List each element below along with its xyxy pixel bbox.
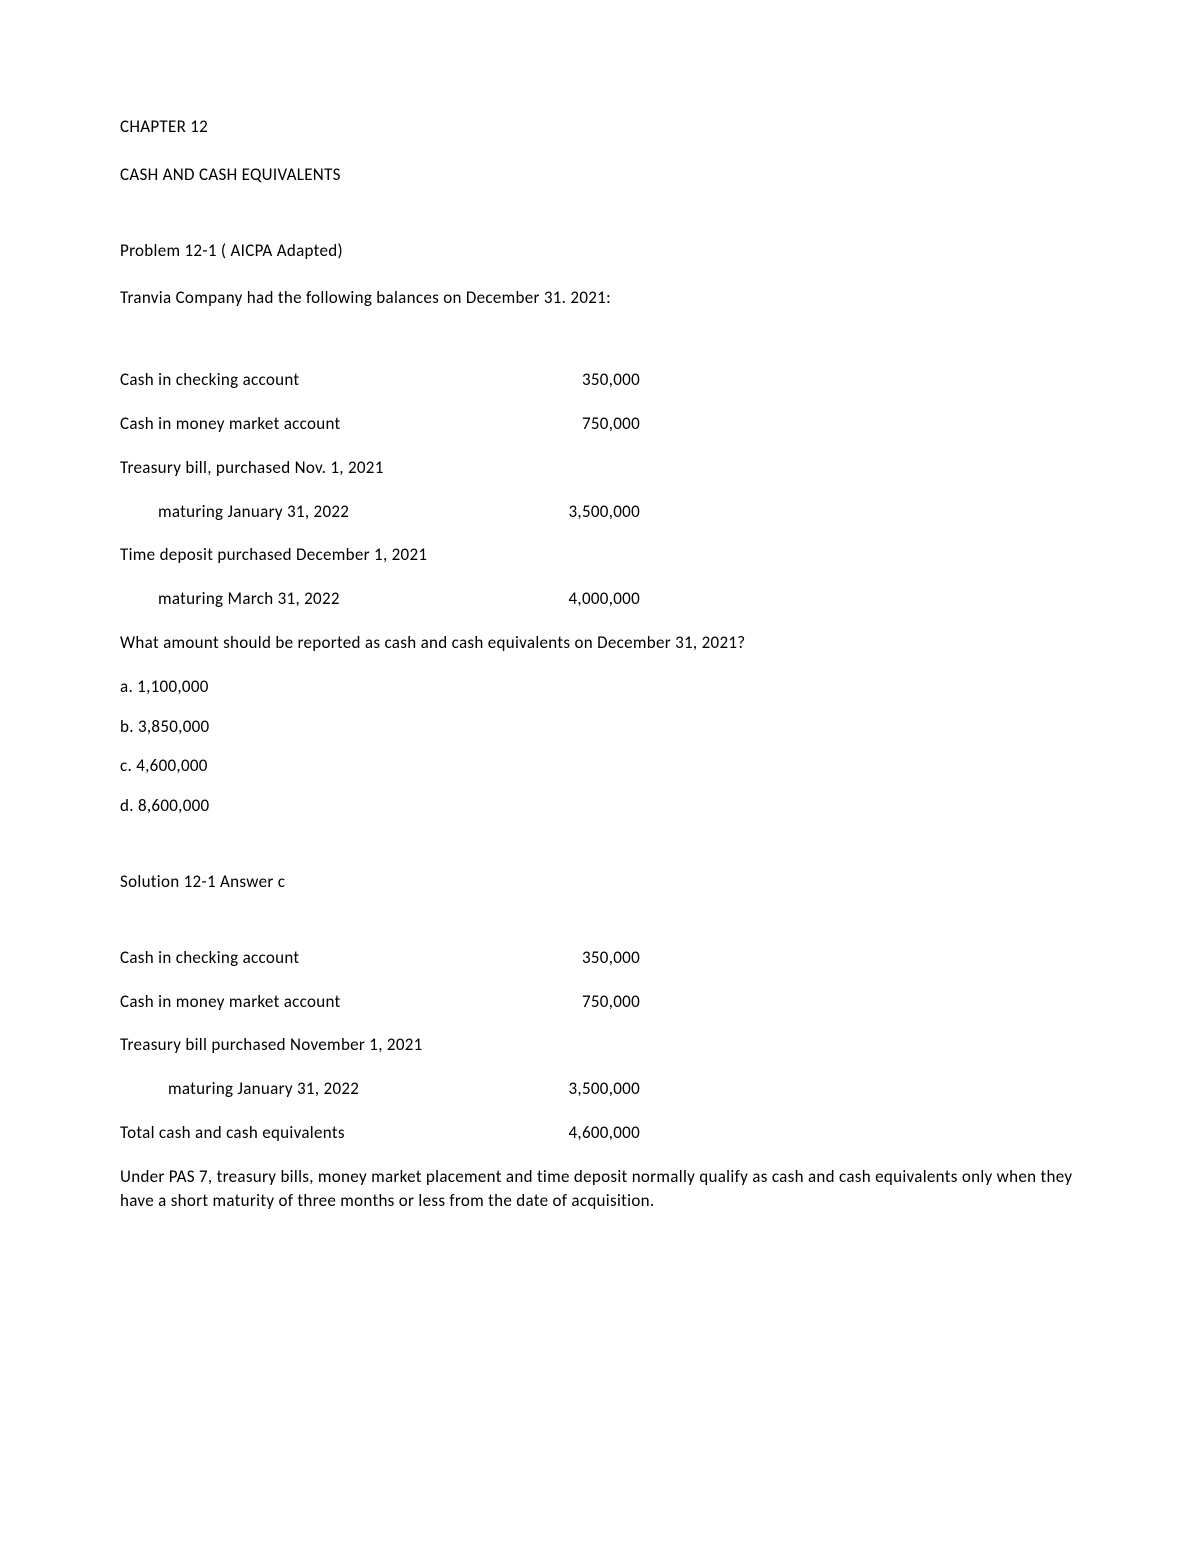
row-value: 750,000 xyxy=(530,990,640,1014)
table-row: maturing January 31, 2022 3,500,000 xyxy=(120,1077,1080,1101)
problem-intro: Tranvia Company had the following balanc… xyxy=(120,286,1080,310)
row-label: Cash in checking account xyxy=(120,946,530,970)
table-row: Cash in checking account 350,000 xyxy=(120,946,1080,970)
table-row: maturing January 31, 2022 3,500,000 xyxy=(120,500,1080,524)
row-value xyxy=(530,1033,640,1057)
row-label: maturing January 31, 2022 xyxy=(120,1077,530,1101)
row-label: Time deposit purchased December 1, 2021 xyxy=(120,543,530,567)
solution-heading: Solution 12-1 Answer c xyxy=(120,870,1080,894)
choice-b: b. 3,850,000 xyxy=(120,715,1080,739)
row-label: maturing January 31, 2022 xyxy=(120,500,530,524)
document-title: CASH AND CASH EQUIVALENTS xyxy=(120,163,1080,187)
row-value xyxy=(530,456,640,480)
question-text: What amount should be reported as cash a… xyxy=(120,631,1080,655)
row-label: Treasury bill, purchased Nov. 1, 2021 xyxy=(120,456,530,480)
row-value: 4,000,000 xyxy=(530,587,640,611)
row-value: 350,000 xyxy=(530,946,640,970)
answer-choices: a. 1,100,000 b. 3,850,000 c. 4,600,000 d… xyxy=(120,675,1080,818)
table-row: Time deposit purchased December 1, 2021 xyxy=(120,543,1080,567)
choice-c: c. 4,600,000 xyxy=(120,754,1080,778)
row-label: Cash in money market account xyxy=(120,990,530,1014)
table-row: Cash in money market account 750,000 xyxy=(120,412,1080,436)
problem-heading: Problem 12-1 ( AICPA Adapted) xyxy=(120,239,1080,263)
row-value: 750,000 xyxy=(530,412,640,436)
explanation-text: Under PAS 7, treasury bills, money marke… xyxy=(120,1165,1080,1213)
row-value: 350,000 xyxy=(530,368,640,392)
choice-a: a. 1,100,000 xyxy=(120,675,1080,699)
choice-d: d. 8,600,000 xyxy=(120,794,1080,818)
row-label: Cash in money market account xyxy=(120,412,530,436)
table-row: Treasury bill, purchased Nov. 1, 2021 xyxy=(120,456,1080,480)
row-label: Total cash and cash equivalents xyxy=(120,1121,530,1145)
row-value xyxy=(530,543,640,567)
table-row: Total cash and cash equivalents 4,600,00… xyxy=(120,1121,1080,1145)
balances-table: Cash in checking account 350,000 Cash in… xyxy=(120,368,1080,611)
document-content: CHAPTER 12 CASH AND CASH EQUIVALENTS Pro… xyxy=(120,115,1080,1212)
table-row: maturing March 31, 2022 4,000,000 xyxy=(120,587,1080,611)
row-label: maturing March 31, 2022 xyxy=(120,587,530,611)
row-value: 3,500,000 xyxy=(530,500,640,524)
table-row: Cash in checking account 350,000 xyxy=(120,368,1080,392)
table-row: Cash in money market account 750,000 xyxy=(120,990,1080,1014)
solution-table: Cash in checking account 350,000 Cash in… xyxy=(120,946,1080,1145)
row-value: 4,600,000 xyxy=(530,1121,640,1145)
chapter-heading: CHAPTER 12 xyxy=(120,115,1080,139)
row-value: 3,500,000 xyxy=(530,1077,640,1101)
row-label: Treasury bill purchased November 1, 2021 xyxy=(120,1033,530,1057)
row-label: Cash in checking account xyxy=(120,368,530,392)
table-row: Treasury bill purchased November 1, 2021 xyxy=(120,1033,1080,1057)
